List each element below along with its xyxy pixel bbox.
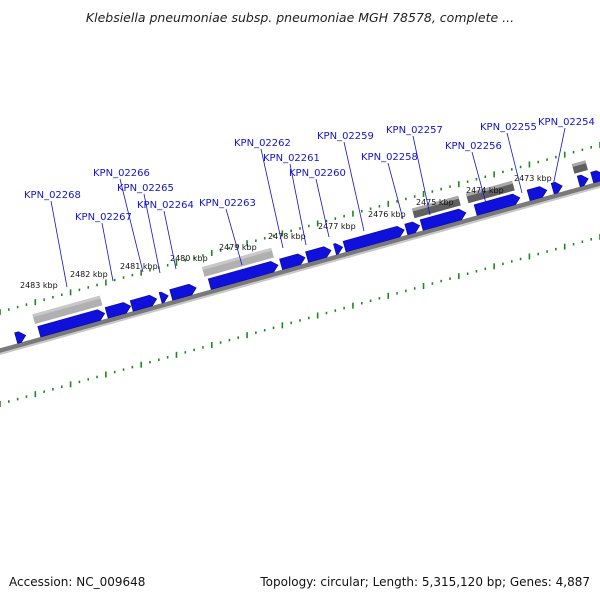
rna-feature-highlight bbox=[571, 160, 587, 167]
backbone-line bbox=[0, 154, 600, 363]
kbp-label: 2475 kbp bbox=[416, 198, 454, 207]
gene-leader-line bbox=[260, 148, 284, 249]
genome-summary-text: Topology: circular; Length: 5,315,120 bp… bbox=[260, 575, 590, 589]
gene-label[interactable]: KPN_02255 bbox=[480, 122, 537, 133]
gene-arrow bbox=[169, 283, 197, 301]
gene-leader-line bbox=[289, 163, 307, 246]
gene-label[interactable]: KPN_02265 bbox=[117, 183, 174, 194]
kbp-label: 2482 kbp bbox=[70, 270, 108, 279]
gene-label[interactable]: KPN_02254 bbox=[538, 117, 595, 128]
gene-leader-line bbox=[506, 132, 523, 194]
gene-leader-line bbox=[163, 210, 177, 270]
gene-arrow bbox=[104, 302, 132, 319]
gene-arrow bbox=[576, 174, 589, 188]
gene-arrow bbox=[129, 294, 158, 312]
map-title: Klebsiella pneumoniae subsp. pneumoniae … bbox=[85, 10, 515, 25]
gene-leader-line bbox=[387, 162, 404, 220]
gene-arrow bbox=[342, 225, 405, 253]
gene-label[interactable]: KPN_02266 bbox=[93, 168, 150, 179]
gene-label[interactable]: KPN_02256 bbox=[445, 141, 502, 152]
gene-leader-line bbox=[471, 151, 488, 208]
gene-arrow bbox=[305, 246, 332, 263]
gene-leader-line bbox=[119, 178, 144, 273]
gene-arrow bbox=[419, 208, 467, 231]
gene-leader-line bbox=[343, 141, 365, 232]
gene-arrow bbox=[473, 193, 521, 216]
gene-arrow bbox=[526, 186, 548, 202]
gene-arrow bbox=[550, 181, 563, 195]
gene-label[interactable]: KPN_02257 bbox=[386, 125, 443, 136]
gene-leader-line bbox=[50, 200, 68, 288]
feature-track bbox=[0, 130, 600, 365]
gene-leader-line bbox=[315, 178, 330, 238]
gene-label[interactable]: KPN_02261 bbox=[263, 153, 320, 164]
gene-label[interactable]: KPN_02259 bbox=[317, 131, 374, 142]
backbone-shadow bbox=[0, 158, 600, 365]
gene-leader-line bbox=[225, 208, 243, 266]
gene-arrow bbox=[333, 243, 344, 255]
kbp-label: 2479 kbp bbox=[219, 243, 257, 252]
gene-label[interactable]: KPN_02264 bbox=[137, 200, 194, 211]
gene-label[interactable]: KPN_02263 bbox=[199, 198, 256, 209]
gene-arrow bbox=[158, 291, 169, 304]
gene-arrow bbox=[404, 221, 421, 236]
gene-leader-line bbox=[552, 127, 566, 187]
kbp-label: 2477 kbp bbox=[318, 222, 356, 231]
gene-label[interactable]: KPN_02262 bbox=[234, 138, 291, 149]
gene-leader-line bbox=[101, 222, 114, 282]
gene-label[interactable]: KPN_02267 bbox=[75, 212, 132, 223]
kbp-label: 2473 kbp bbox=[514, 174, 552, 183]
gene-arrow bbox=[37, 309, 106, 338]
gene-leader-line bbox=[143, 193, 161, 274]
kbp-label: 2474 kbp bbox=[466, 186, 504, 195]
accession-text: Accession: NC_009648 bbox=[9, 575, 146, 589]
gene-label[interactable]: KPN_02258 bbox=[361, 152, 418, 163]
gene-label[interactable]: KPN_02268 bbox=[24, 190, 81, 201]
kbp-label: 2478 kbp bbox=[268, 232, 306, 241]
gene-arrow bbox=[590, 170, 600, 184]
gene-label[interactable]: KPN_02260 bbox=[289, 168, 346, 179]
gene-arrow bbox=[279, 253, 306, 270]
kbp-label: 2483 kbp bbox=[20, 281, 58, 290]
gene-arrow bbox=[207, 261, 279, 290]
rna-feature-highlight bbox=[32, 295, 101, 318]
rna-feature-highlight bbox=[201, 247, 273, 271]
rna-feature-highlight bbox=[411, 195, 459, 212]
kbp-label: 2481 kbp bbox=[120, 262, 158, 271]
gene-leader-line bbox=[412, 135, 431, 216]
gene-arrow bbox=[14, 331, 27, 344]
kbp-label: 2480 kbp bbox=[170, 254, 208, 263]
kbp-label: 2476 kbp bbox=[368, 210, 406, 219]
rna-feature-highlight bbox=[465, 180, 513, 197]
